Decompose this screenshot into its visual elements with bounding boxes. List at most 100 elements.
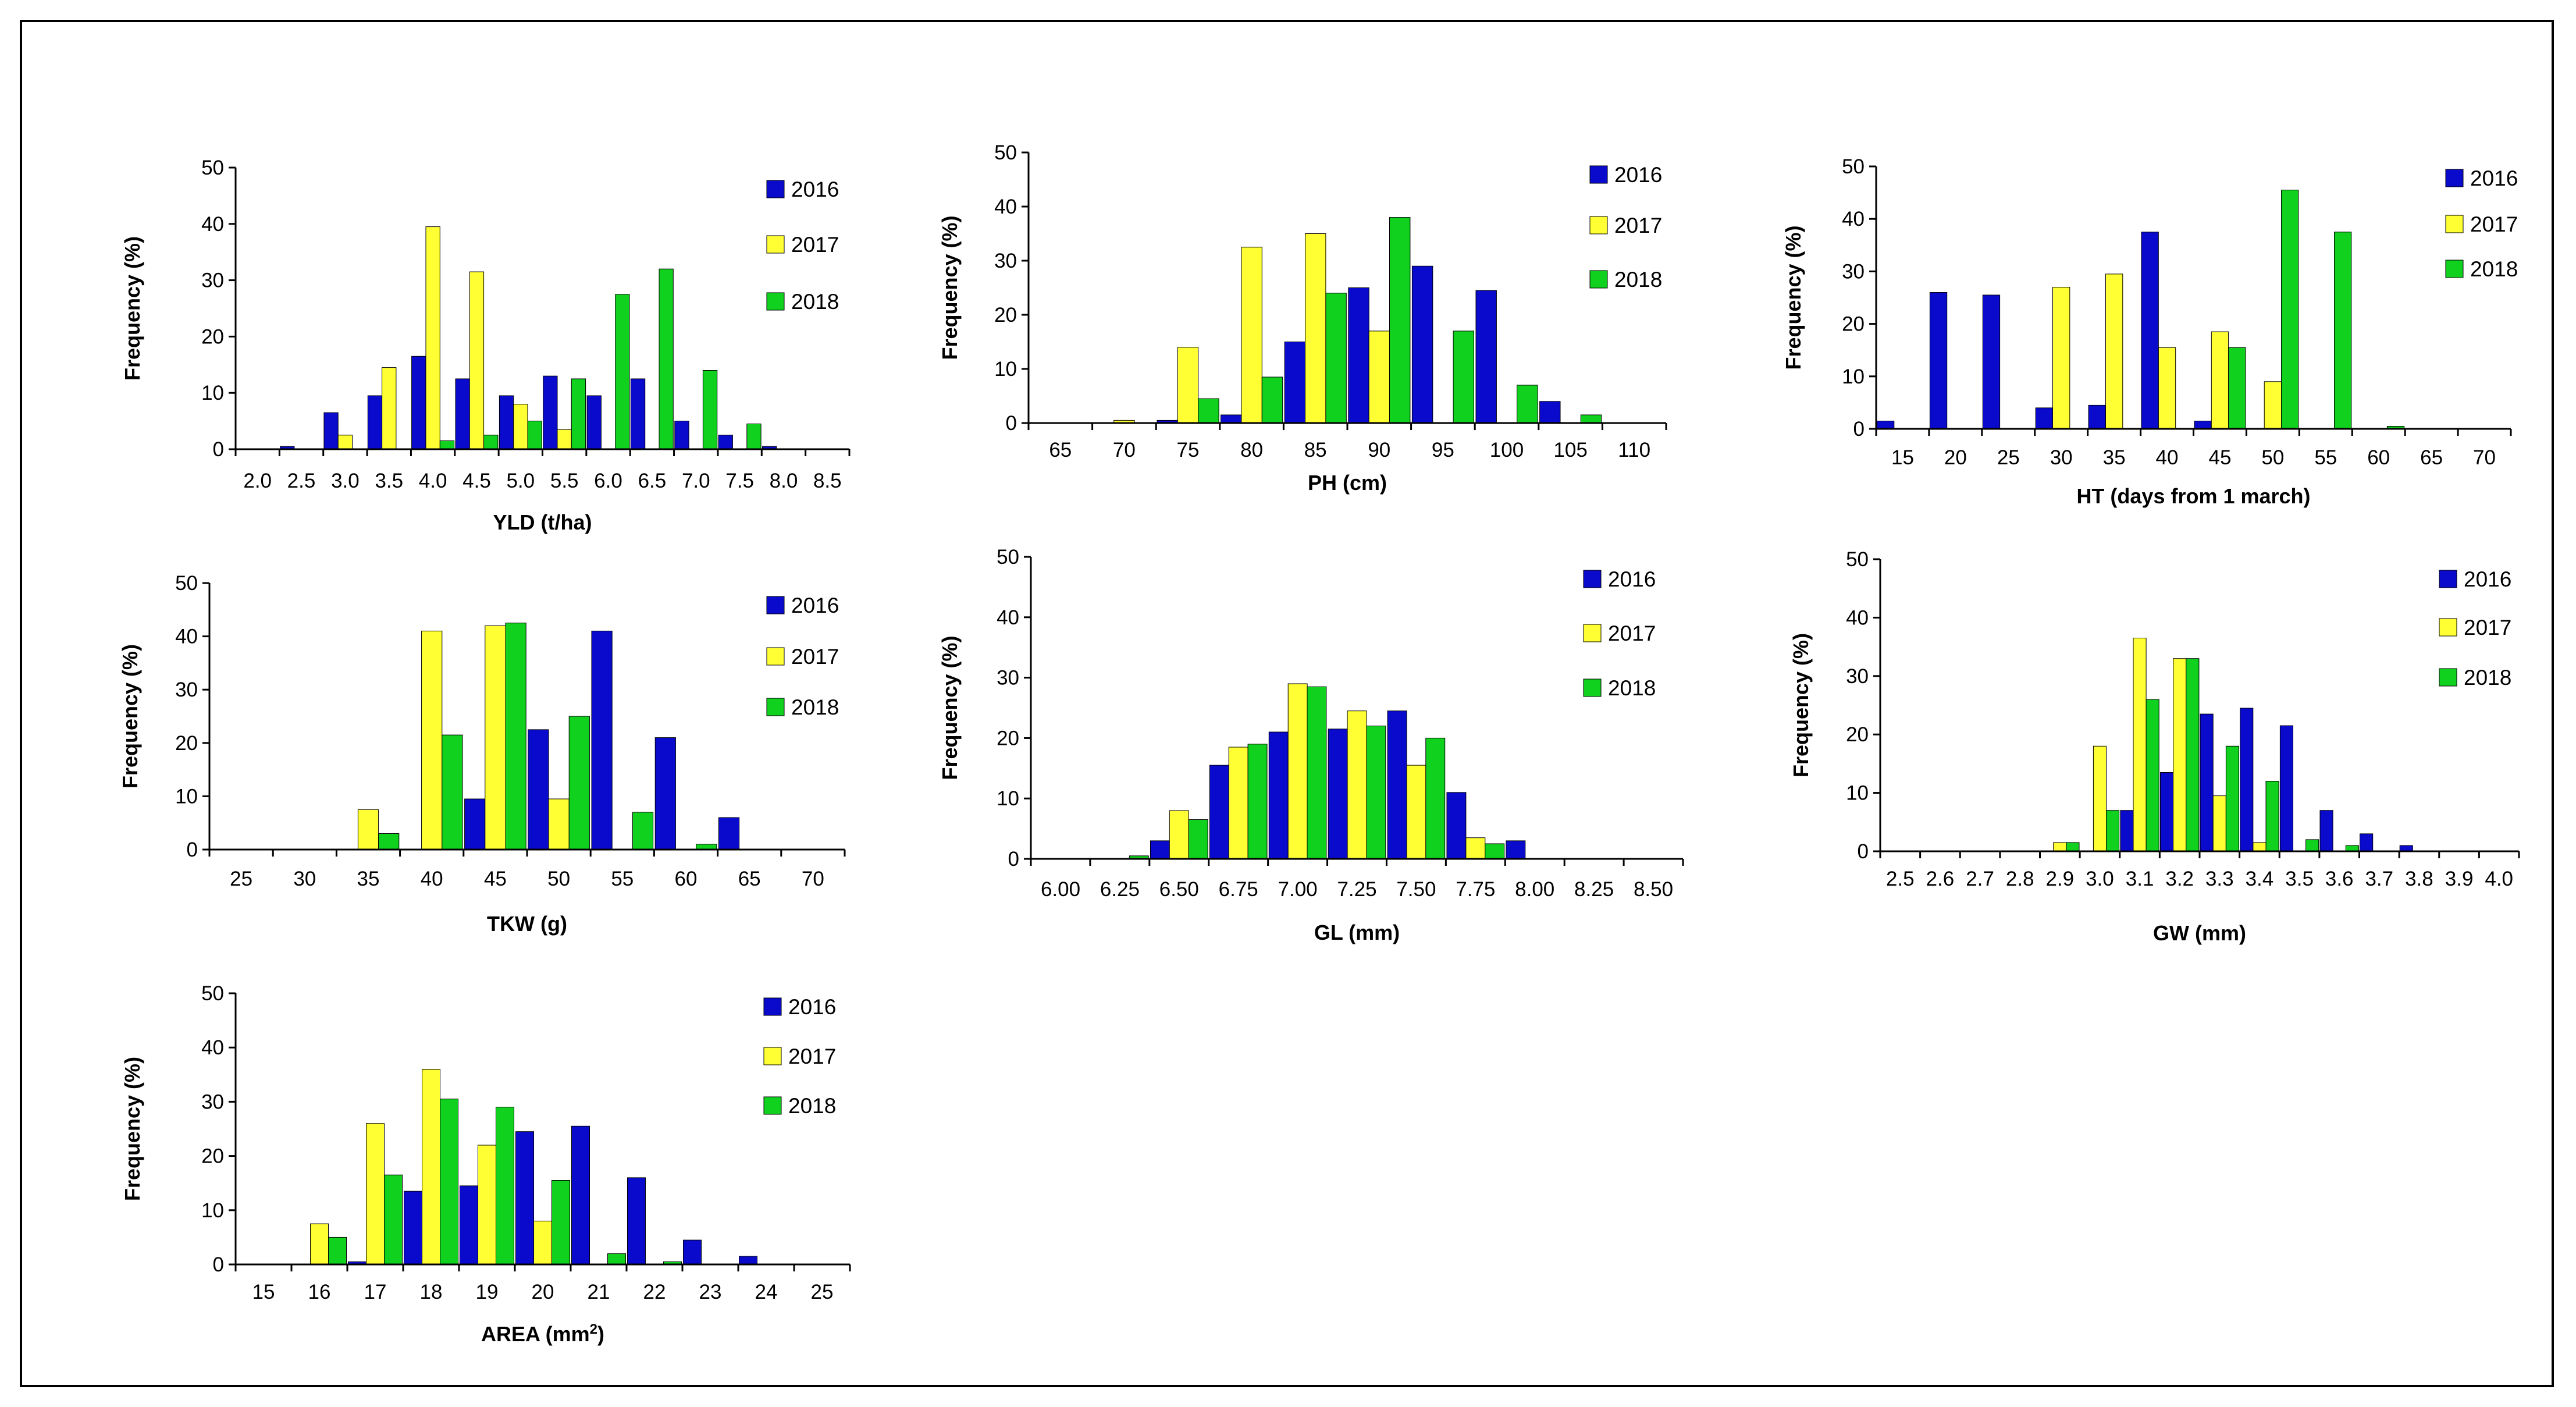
bar-2018 <box>483 435 499 450</box>
x-tick-label: 4.5 <box>462 470 491 492</box>
bar-2017 <box>2093 745 2107 852</box>
x-tick-label: 3.8 <box>2405 868 2433 890</box>
bar-2017 <box>421 630 443 850</box>
bar-2018 <box>1247 744 1268 859</box>
bar-2018 <box>439 440 455 450</box>
y-tick-label: 20 <box>1842 313 1865 336</box>
x-tick-label: 6.50 <box>1159 878 1199 901</box>
legend-label-2017: 2017 <box>2464 616 2511 639</box>
y-tick-label: 40 <box>201 213 224 236</box>
y-tick-label: 10 <box>201 382 224 404</box>
bar-2016 <box>515 1131 534 1265</box>
bar-2017 <box>1241 247 1262 424</box>
y-tick-label: 20 <box>201 325 224 348</box>
bar-2018 <box>702 370 718 450</box>
y-axis-title: Frequency (%) <box>120 1057 144 1201</box>
bar-2018 <box>2146 699 2159 852</box>
x-axis-title: GW (mm) <box>2153 921 2246 945</box>
bar-2016 <box>2360 833 2374 852</box>
bar-2016 <box>674 421 689 450</box>
bar-2016 <box>1221 414 1242 424</box>
x-tick-label: 8.50 <box>1634 878 1673 901</box>
y-tick-label: 40 <box>175 626 198 648</box>
figure-frame <box>20 20 2554 1387</box>
y-tick-label: 0 <box>1858 840 1869 863</box>
bar-2016 <box>1268 731 1289 859</box>
x-tick-label: 45 <box>2209 446 2232 469</box>
x-tick-label: 25 <box>811 1281 834 1303</box>
x-tick-label: 15 <box>252 1281 275 1303</box>
x-tick-label: 95 <box>1432 439 1454 461</box>
bar-2018 <box>1325 293 1347 424</box>
x-tick-label: 18 <box>420 1281 443 1303</box>
bar-2018 <box>1198 398 1219 424</box>
legend-label-2018: 2018 <box>2470 257 2518 281</box>
y-tick-label: 30 <box>201 269 224 292</box>
x-tick-label: 8.25 <box>1574 878 1614 901</box>
bar-2016 <box>2279 725 2293 852</box>
y-tick-label: 20 <box>1846 723 1869 746</box>
y-tick-label: 40 <box>1846 606 1869 629</box>
bar-2016 <box>528 729 549 850</box>
legend-swatch-2017 <box>2439 618 2457 637</box>
x-tick-label: 22 <box>643 1281 666 1303</box>
legend-swatch-2017 <box>766 235 785 254</box>
y-tick-label: 50 <box>175 572 198 595</box>
y-axis-title: Frequency (%) <box>938 635 962 780</box>
bar-2018 <box>1485 843 1505 859</box>
y-tick-label: 10 <box>175 785 198 808</box>
x-axis-title: PH (cm) <box>1308 471 1387 495</box>
x-tick-label: 90 <box>1368 439 1390 461</box>
x-axis-title: HT (days from 1 march) <box>2076 484 2310 508</box>
bar-2018 <box>527 421 542 450</box>
legend-swatch-2017 <box>2445 215 2464 233</box>
bar-2017 <box>2211 331 2229 429</box>
bar-2016 <box>323 412 339 450</box>
bar-2018 <box>2265 781 2279 852</box>
x-tick-label: 65 <box>738 868 761 890</box>
bar-2017 <box>337 435 353 450</box>
bar-2016 <box>411 356 426 450</box>
y-tick-label: 30 <box>201 1090 224 1113</box>
bar-2016 <box>683 1239 702 1265</box>
bar-2016 <box>2141 232 2159 429</box>
y-tick-label: 30 <box>994 250 1017 272</box>
legend-label-2016: 2016 <box>1614 163 1662 187</box>
bar-2016 <box>460 1185 478 1265</box>
x-tick-label: 6.25 <box>1100 878 1140 901</box>
x-tick-label: 6.75 <box>1219 878 1258 901</box>
x-tick-label: 35 <box>2103 446 2126 469</box>
x-tick-label: 3.3 <box>2205 868 2234 890</box>
bar-2017 <box>1305 233 1326 424</box>
bar-2016 <box>718 435 733 450</box>
bar-2017 <box>485 625 506 850</box>
legend-label-2017: 2017 <box>2470 212 2518 236</box>
bar-2017 <box>422 1069 440 1265</box>
x-tick-label: 6.0 <box>594 470 622 492</box>
x-tick-label: 16 <box>308 1281 331 1303</box>
bar-2016 <box>1284 342 1306 424</box>
bar-2016 <box>2088 404 2106 429</box>
x-tick-label: 2.8 <box>2006 868 2034 890</box>
x-tick-label: 23 <box>699 1281 722 1303</box>
bar-2016 <box>630 378 646 450</box>
bar-2018 <box>442 734 463 850</box>
legend-swatch-2016 <box>2439 570 2457 588</box>
bar-2016 <box>1209 765 1229 859</box>
y-axis-title: Frequency (%) <box>120 236 144 381</box>
bar-2018 <box>1425 737 1446 859</box>
legend-label-2016: 2016 <box>2470 166 2518 190</box>
x-tick-label: 7.25 <box>1337 878 1376 901</box>
bar-2017 <box>310 1223 329 1265</box>
bar-2018 <box>1580 414 1602 424</box>
x-tick-label: 3.5 <box>375 470 403 492</box>
y-tick-label: 20 <box>994 304 1017 326</box>
x-tick-label: 4.0 <box>419 470 447 492</box>
legend-swatch-2018 <box>1589 270 1608 289</box>
x-tick-label: 70 <box>802 868 824 890</box>
x-axis-title: AREA (mm2) <box>481 1321 604 1346</box>
y-tick-label: 30 <box>1842 260 1865 283</box>
legend-swatch-2016 <box>766 180 785 198</box>
x-tick-label: 15 <box>1891 446 1914 469</box>
